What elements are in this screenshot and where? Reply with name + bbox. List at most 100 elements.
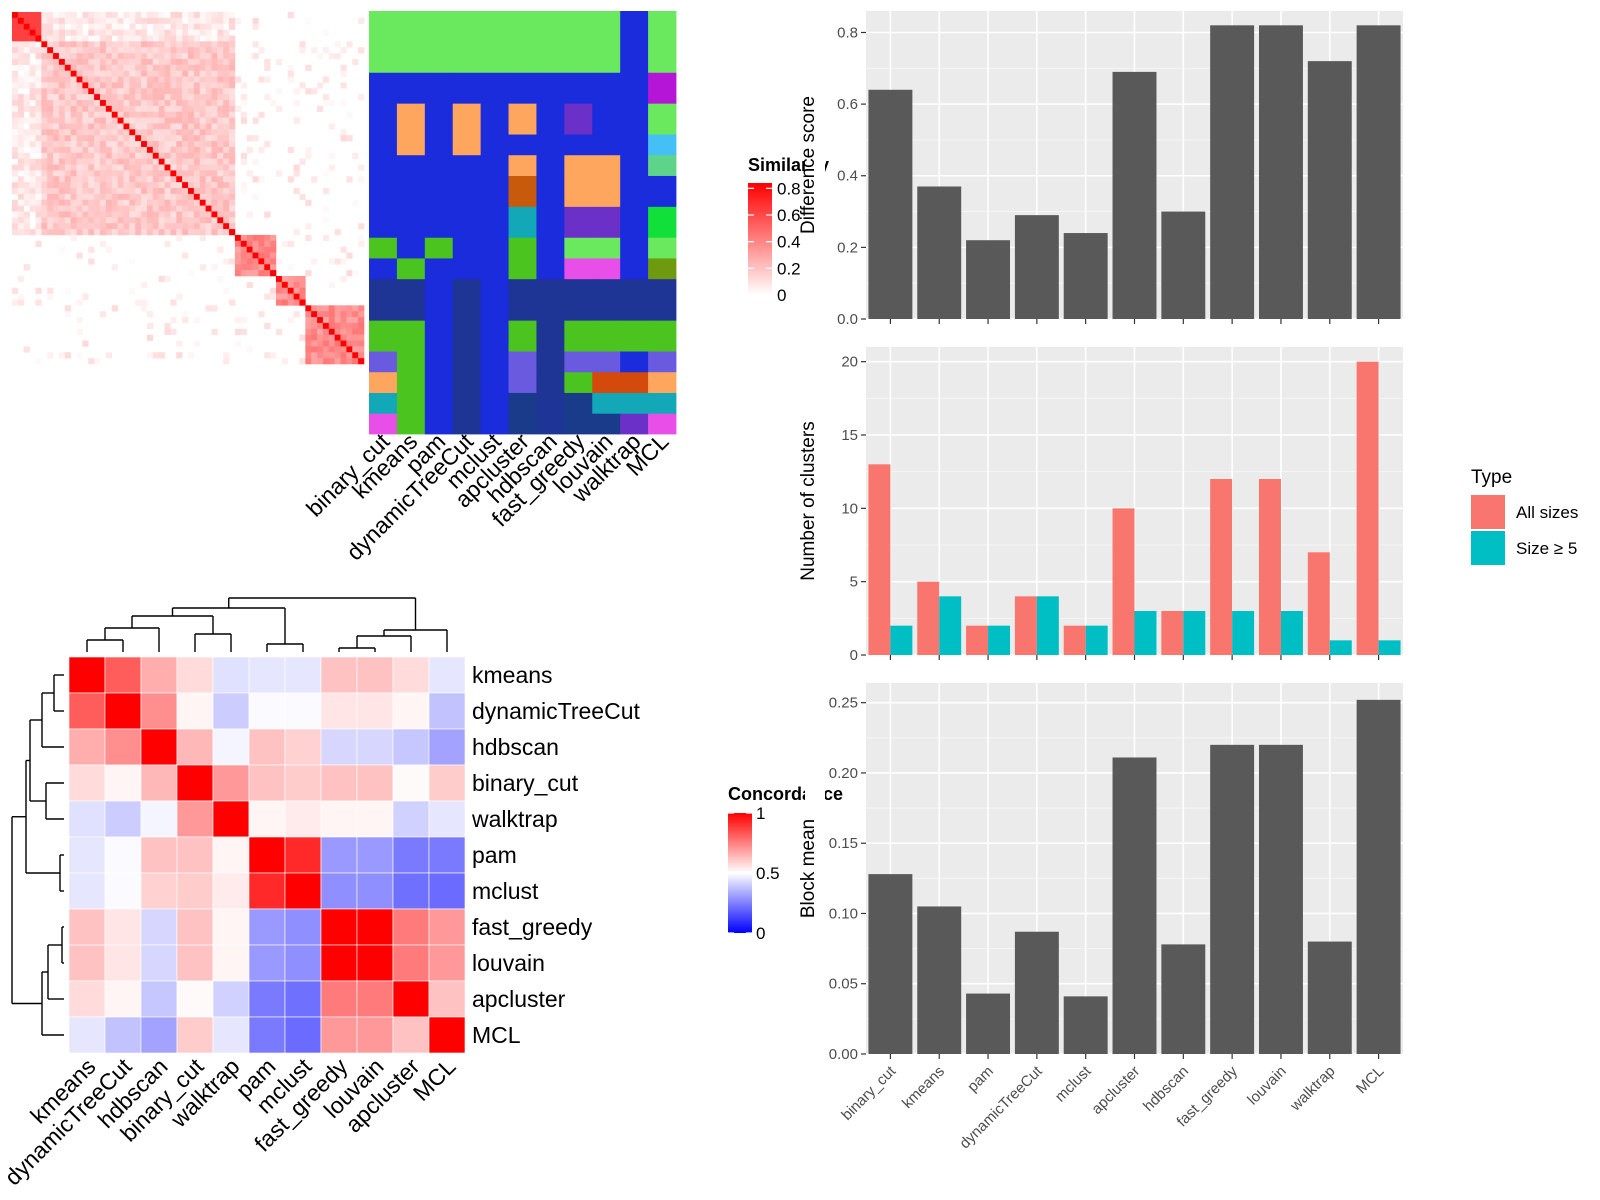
similarity-cell — [141, 188, 148, 195]
similarity-cell — [199, 229, 206, 236]
similarity-cell — [64, 29, 71, 36]
similarity-cell — [141, 164, 148, 171]
bar — [1183, 611, 1206, 655]
y-axis-title: Block mean — [798, 819, 819, 918]
similarity-cell — [23, 158, 30, 165]
similarity-cell — [258, 240, 265, 247]
similarity-cell — [164, 223, 171, 230]
similarity-cell — [100, 223, 107, 230]
similarity-cell — [111, 23, 118, 30]
similarity-cell — [199, 188, 206, 195]
similarity-cell — [176, 152, 183, 159]
similarity-cell — [23, 23, 30, 30]
cluster-cell — [536, 372, 565, 394]
similarity-cell — [170, 47, 177, 54]
cluster-cell — [508, 392, 537, 415]
concordance-cell — [284, 692, 322, 730]
concordance-cell — [284, 656, 322, 694]
similarity-cell — [170, 328, 177, 335]
similarity-cell — [88, 146, 95, 154]
similarity-cell — [158, 41, 165, 48]
cluster-cell — [592, 72, 621, 105]
similarity-cell — [17, 176, 25, 183]
cluster-cell — [508, 103, 537, 135]
similarity-cell — [117, 23, 124, 30]
similarity-cell — [47, 205, 54, 212]
similarity-cell — [123, 176, 130, 183]
bar — [917, 581, 940, 655]
similarity-cell — [100, 152, 107, 159]
similarity-cell — [334, 305, 341, 312]
similarity-cell — [152, 211, 159, 218]
similarity-cell — [105, 123, 113, 130]
similarity-cell — [129, 117, 136, 124]
similarity-cell — [41, 205, 48, 212]
bar — [966, 993, 1011, 1054]
similarity-cell — [100, 182, 107, 189]
similarity-cell — [12, 176, 19, 183]
bar — [1258, 479, 1281, 655]
similarity-cell — [129, 76, 136, 83]
similarity-cell — [70, 76, 77, 83]
similarity-cell — [170, 170, 177, 177]
similarity-cell — [111, 152, 118, 159]
similarity-cell — [340, 311, 347, 318]
concordance-cell — [104, 656, 142, 694]
similarity-cell — [176, 41, 183, 48]
similarity-cell — [287, 64, 294, 71]
cluster-cell — [480, 279, 509, 322]
similarity-cell — [287, 293, 294, 300]
similarity-cell — [135, 135, 142, 142]
similarity-cell — [158, 17, 165, 25]
similarity-cell — [158, 276, 165, 283]
similarity-cell — [70, 234, 77, 242]
similarity-cell — [146, 322, 154, 330]
similarity-cell — [152, 12, 159, 19]
similarity-cell — [82, 199, 89, 206]
similarity-cell — [117, 111, 124, 118]
similarity-cell — [158, 23, 165, 30]
similarity-cell — [58, 182, 66, 189]
concordance-cell — [176, 1016, 214, 1054]
similarity-cell — [70, 152, 77, 159]
similarity-cell — [176, 94, 183, 101]
similarity-cell — [217, 164, 224, 171]
similarity-cell — [252, 264, 259, 271]
similarity-cell — [322, 100, 330, 107]
similarity-cell — [23, 82, 30, 89]
similarity-cell — [82, 17, 89, 25]
similarity-cell — [146, 76, 154, 83]
similarity-cell — [100, 111, 107, 118]
similarity-cell — [229, 94, 236, 101]
similarity-cell — [211, 176, 218, 183]
similarity-cell — [70, 64, 77, 71]
similarity-cell — [211, 17, 218, 25]
similarity-cell — [111, 205, 118, 212]
similarity-cell — [47, 170, 54, 177]
similarity-cell — [35, 287, 42, 294]
similarity-cell — [58, 76, 66, 83]
similarity-cell — [76, 199, 83, 206]
similarity-cell — [152, 182, 159, 189]
similarity-cell — [76, 105, 83, 113]
similarity-cell — [135, 35, 142, 42]
similarity-cell — [41, 129, 48, 136]
similarity-cell — [182, 317, 189, 324]
similarity-cell — [193, 29, 201, 36]
similarity-cell — [158, 82, 165, 89]
similarity-cell — [47, 217, 54, 224]
similarity-cell — [188, 205, 195, 212]
similarity-cell — [12, 129, 19, 136]
similarity-cell — [141, 135, 148, 142]
similarity-cell — [76, 41, 83, 48]
similarity-cell — [352, 328, 359, 335]
cluster-cell — [369, 392, 398, 415]
similarity-cell — [199, 129, 206, 136]
similarity-cell — [223, 287, 230, 294]
similarity-cell — [105, 217, 113, 224]
similarity-cell — [158, 176, 165, 183]
similarity-cell — [199, 105, 206, 113]
similarity-cell — [352, 352, 359, 359]
similarity-cell — [146, 35, 154, 42]
similarity-cell — [223, 205, 230, 212]
